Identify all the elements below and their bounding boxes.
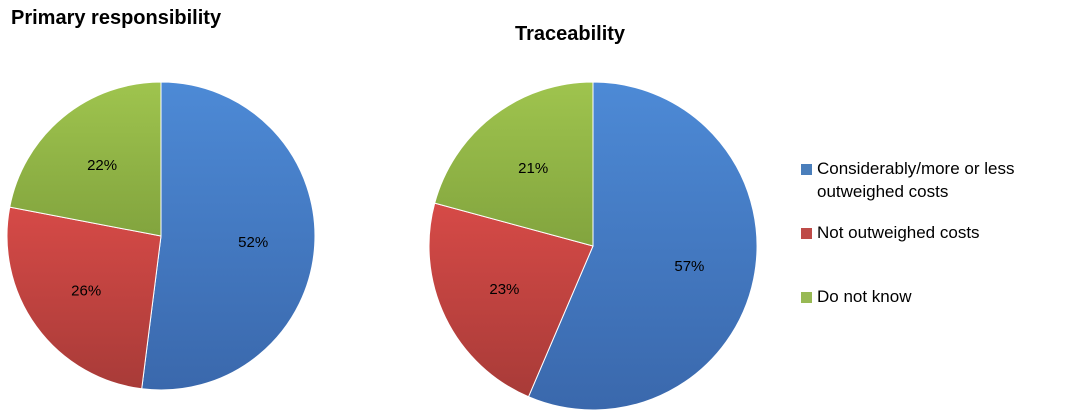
legend-item-not-outweighed: Not outweighed costs xyxy=(801,223,1071,244)
pie-slice-do-not-know xyxy=(434,81,594,247)
legend-item-outweighed: Considerably/more or less outweighed cos… xyxy=(801,159,1071,203)
legend-label-do-not-know: Do not know xyxy=(817,287,912,306)
pie-slice-outweighed xyxy=(141,81,316,391)
slice-label-do-not-know: 22% xyxy=(87,157,117,174)
legend-label-outweighed: Considerably/more or less outweighed cos… xyxy=(817,159,1015,201)
chart-title-traceability: Traceability xyxy=(515,23,626,45)
pie-slice-not-outweighed xyxy=(428,202,594,398)
legend-swatch-do-not-know xyxy=(801,292,812,303)
slice-label-outweighed: 52% xyxy=(238,234,268,251)
pie-slice-not-outweighed xyxy=(6,206,162,390)
legend-item-do-not-know: Do not know xyxy=(801,287,1071,308)
chart-title-primary-responsibility: Primary responsibility xyxy=(11,7,222,29)
legend-swatch-outweighed xyxy=(801,164,812,175)
slice-label-do-not-know: 21% xyxy=(518,160,548,177)
slice-label-not-outweighed: 23% xyxy=(489,281,519,298)
pie-slice-do-not-know xyxy=(9,81,162,237)
slice-label-not-outweighed: 26% xyxy=(71,282,101,299)
legend-swatch-not-outweighed xyxy=(801,228,812,239)
pie-traceability: 57% 23% 21% xyxy=(428,81,758,410)
slice-label-outweighed: 57% xyxy=(674,258,704,275)
pie-slice-outweighed xyxy=(527,81,758,410)
pie-primary-responsibility: 52% 26% 22% xyxy=(6,81,316,391)
legend-label-not-outweighed: Not outweighed costs xyxy=(817,223,980,242)
